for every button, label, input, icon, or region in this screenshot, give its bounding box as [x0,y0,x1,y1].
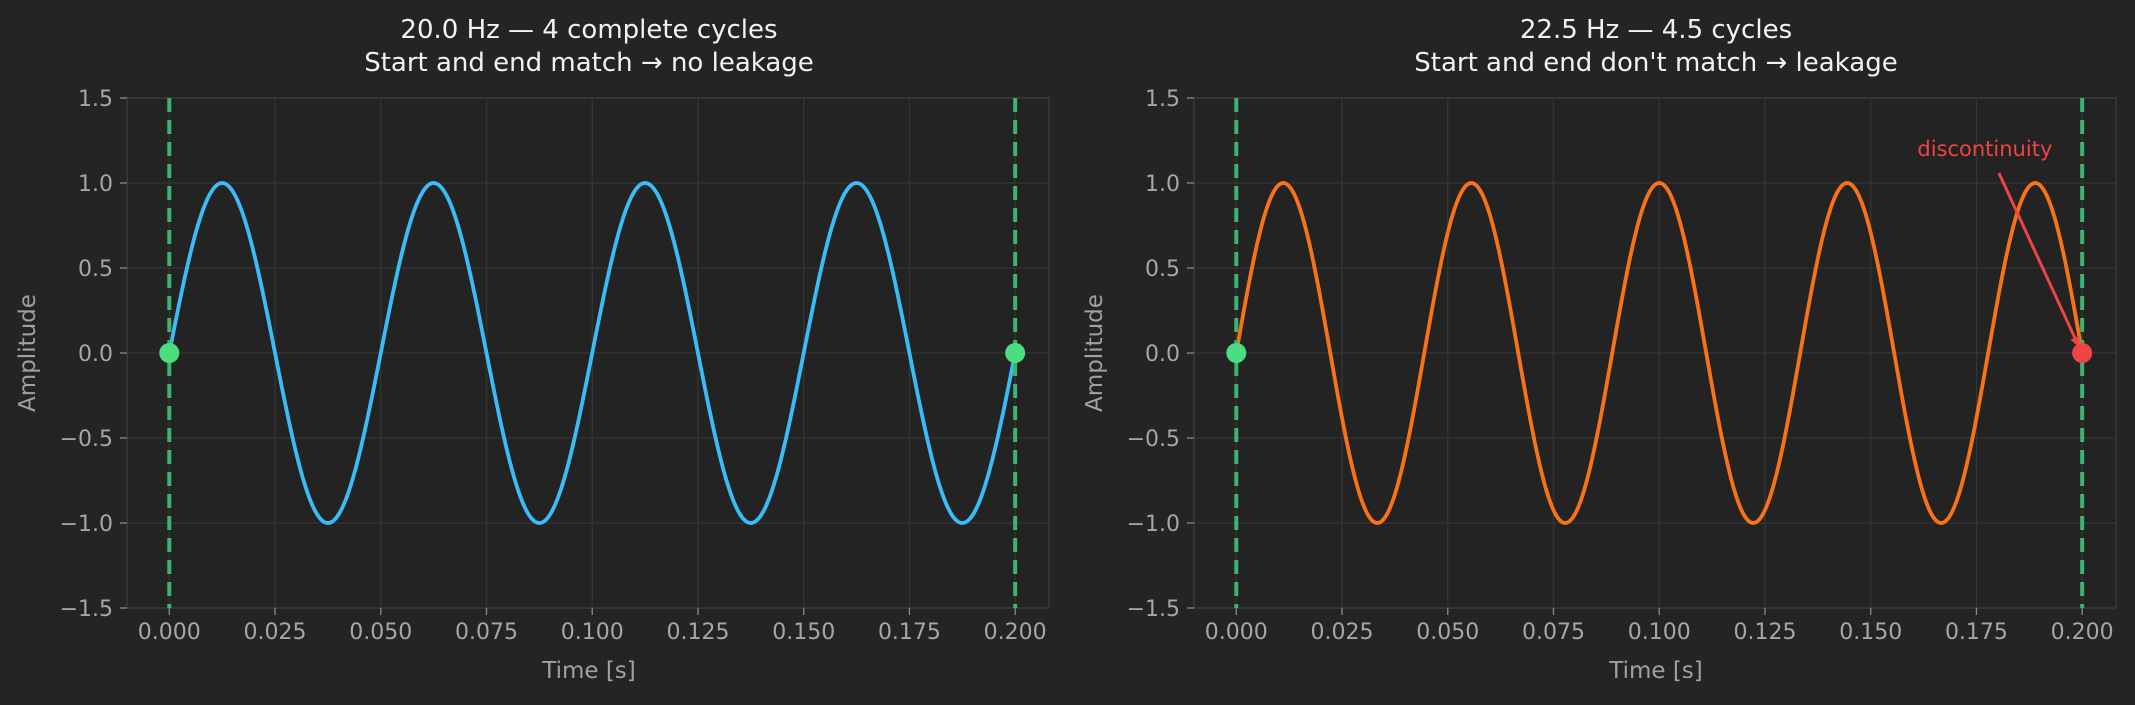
x-tick-label: 0.200 [2051,620,2114,645]
x-tick-label: 0.100 [561,620,624,645]
y-tick-label: −1.5 [1127,597,1180,622]
x-tick-label: 0.150 [772,620,835,645]
x-tick-label: 0.075 [455,620,518,645]
x-tick-label: 0.150 [1839,620,1902,645]
x-tick-label: 0.050 [349,620,412,645]
y-tick-label: 1.0 [78,172,113,197]
x-tick-label: 0.025 [1311,620,1374,645]
y-tick-label: 1.5 [1145,87,1180,112]
plot-area: 0.000 0.025 0.050 0.075 0.100 0.125 0.150 0.175… [1127,87,2117,645]
y-tick-label: 0.0 [78,342,113,367]
x-tick-label: 0.000 [1205,620,1268,645]
annotation-arrow [1997,172,2080,347]
x-axis-label: Time [s] [541,658,636,684]
chart-left: 20.0 Hz — 4 complete cycles Start and en… [15,15,1050,684]
y-tick-label: −1.5 [60,597,113,622]
endpoint-marker [1226,343,1247,363]
y-tick-label: 1.5 [78,87,113,112]
x-tick-label: 0.125 [666,620,729,645]
y-tick-label: 0.5 [78,257,113,282]
x-tick-label: 0.050 [1416,620,1479,645]
x-tick-label: 0.100 [1628,620,1691,645]
x-tick-label: 0.175 [1945,620,2008,645]
chart-right: 22.5 Hz — 4.5 cycles Start and end don't… [1082,15,2117,684]
chart-title-line-1: 22.5 Hz — 4.5 cycles [1520,15,1792,45]
y-tick-label: −1.0 [1127,512,1180,537]
y-axis-label: Amplitude [1082,294,1108,412]
y-axis-label: Amplitude [15,294,41,412]
x-tick-label: 0.125 [1733,620,1796,645]
x-tick-label: 0.000 [138,620,201,645]
x-tick-label: 0.200 [984,620,1047,645]
x-tick-label: 0.025 [244,620,307,645]
endpoint-marker [159,343,180,363]
plot-area: 0.000 0.025 0.050 0.075 0.100 0.125 0.150 0.175… [60,87,1050,645]
y-tick-label: 1.0 [1145,172,1180,197]
y-tick-label: −0.5 [1127,427,1180,452]
y-tick-label: 0.5 [1145,257,1180,282]
chart-title-line-2: Start and end match → no leakage [364,48,814,78]
y-tick-label: −1.0 [60,512,113,537]
series-line [1234,181,2085,525]
x-tick-label: 0.175 [878,620,941,645]
y-tick-label: 0.0 [1145,342,1180,367]
chart-title-line-2: Start and end don't match → leakage [1414,48,1897,78]
annotation-label: discontinuity [1917,137,2052,161]
endpoint-marker [2072,343,2093,363]
y-tick-label: −0.5 [60,427,113,452]
endpoint-marker [1005,343,1026,363]
x-tick-label: 0.075 [1522,620,1585,645]
series-line [167,181,1018,525]
chart-title-line-1: 20.0 Hz — 4 complete cycles [400,15,777,45]
x-axis-label: Time [s] [1608,658,1703,684]
